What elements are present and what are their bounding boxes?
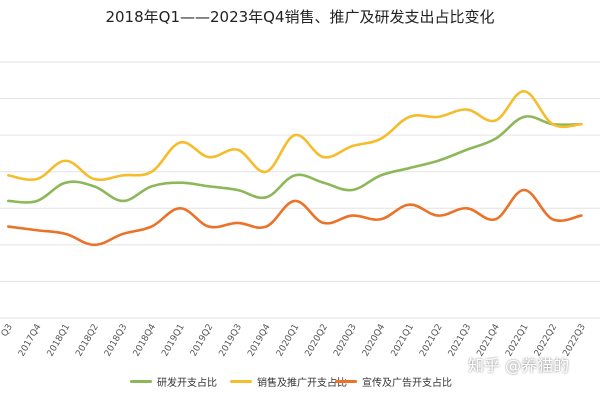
x-tick-label: 2019Q2 <box>189 323 216 359</box>
legend-swatch <box>130 380 152 383</box>
legend-item: 宣传及广告开支占比 <box>335 374 452 389</box>
legend-swatch <box>335 380 357 383</box>
legend-label: 销售及推广开支占比 <box>257 378 347 389</box>
x-tick-label: 2021Q1 <box>390 323 417 359</box>
series-line-0 <box>6 115 583 204</box>
x-tick-label: 2018Q1 <box>46 323 73 359</box>
watermark: 知乎 @养猫的 <box>468 356 570 375</box>
series-line-1 <box>6 89 583 182</box>
x-tick-label: 2021Q2 <box>418 323 445 359</box>
x-tick-label: Q3 <box>0 323 15 339</box>
legend-item: 销售及推广开支占比 <box>230 374 347 389</box>
legend-label: 宣传及广告开支占比 <box>362 378 452 389</box>
legend-swatch <box>230 380 252 383</box>
legend-label: 研发开支占比 <box>157 378 217 389</box>
chart-title: 2018年Q1——2023年Q4销售、推广及研发支出占比变化 <box>105 8 495 26</box>
x-tick-label: 2019Q1 <box>160 323 187 359</box>
x-tick-label: 2020Q3 <box>332 323 359 359</box>
x-tick-label: 2020Q1 <box>275 323 302 359</box>
series-lines <box>6 89 583 247</box>
x-tick-label: 2017Q4 <box>17 322 44 358</box>
series-line-2 <box>6 188 583 247</box>
x-tick-label: 2019Q3 <box>218 323 245 359</box>
gridlines <box>0 61 600 319</box>
x-tick-label: 2020Q2 <box>304 323 331 359</box>
x-tick-label: 2018Q4 <box>132 322 159 358</box>
x-tick-label: 2018Q2 <box>74 323 101 359</box>
x-tick-label: 2019Q4 <box>246 322 273 358</box>
x-tick-label: 2020Q4 <box>361 322 388 358</box>
x-tick-label: 2018Q3 <box>103 323 130 359</box>
legend: 研发开支占比 销售及推广开支占比 宣传及广告开支占比 <box>0 374 600 390</box>
legend-item: 研发开支占比 <box>130 374 217 389</box>
